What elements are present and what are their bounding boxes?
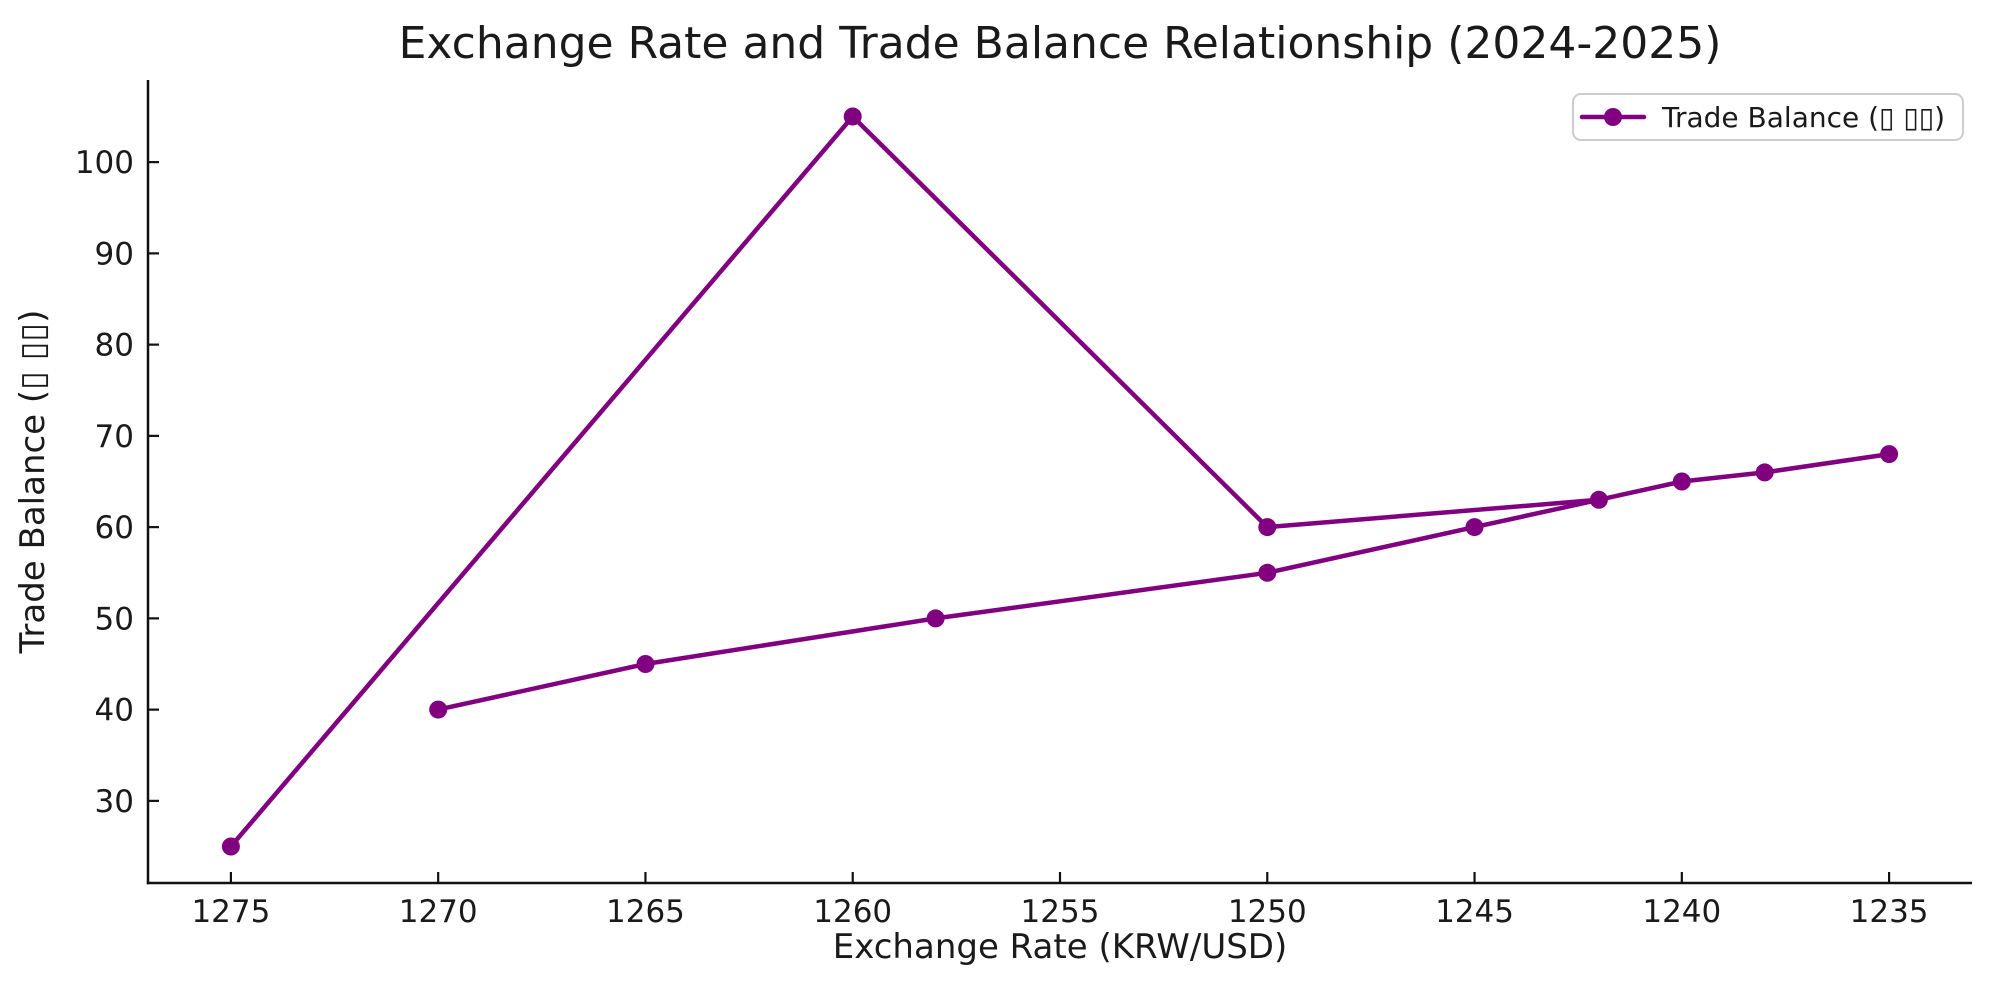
y-tick-label: 40 — [95, 693, 134, 729]
x-tick-label: 1235 — [1850, 894, 1929, 930]
y-tick-label: 80 — [95, 328, 134, 364]
x-tick-label: 1275 — [191, 894, 270, 930]
y-tick-label: 100 — [75, 145, 134, 181]
legend-sample-marker — [1604, 108, 1622, 126]
data-point-marker — [221, 837, 240, 856]
y-tick-label: 70 — [95, 419, 134, 455]
x-tick-label: 1250 — [1228, 894, 1307, 930]
y-tick-label: 60 — [95, 510, 134, 546]
chart-title: Exchange Rate and Trade Balance Relation… — [399, 18, 1722, 69]
x-tick-label: 1270 — [399, 894, 478, 930]
x-tick-label: 1240 — [1642, 894, 1721, 930]
y-tick-label: 90 — [95, 236, 134, 272]
x-tick-label: 1255 — [1021, 894, 1100, 930]
data-point-marker — [1465, 518, 1484, 537]
y-axis-label: Trade Balance (▯ ▯▯) — [13, 310, 53, 655]
x-axis-label: Exchange Rate (KRW/USD) — [833, 927, 1288, 967]
series-line — [228, 114, 1602, 849]
x-tick-label: 1245 — [1435, 894, 1514, 930]
data-point-marker — [926, 609, 945, 628]
y-tick-label: 30 — [95, 784, 134, 820]
data-point-marker — [429, 700, 448, 719]
data-point-marker — [1672, 472, 1691, 491]
data-point-marker — [1880, 445, 1899, 464]
data-point-marker — [1589, 490, 1608, 509]
legend-label: Trade Balance (▯ ▯▯) — [1661, 101, 1945, 134]
data-point-marker — [1258, 563, 1277, 582]
data-point-marker — [843, 107, 862, 126]
data-point-marker — [1755, 463, 1774, 482]
y-tick-label: 50 — [95, 601, 134, 637]
x-tick-label: 1260 — [813, 894, 892, 930]
data-point-marker — [1258, 518, 1277, 537]
data-point-marker — [636, 655, 655, 673]
x-tick-label: 1265 — [606, 894, 685, 930]
legend-box — [1572, 93, 1964, 141]
